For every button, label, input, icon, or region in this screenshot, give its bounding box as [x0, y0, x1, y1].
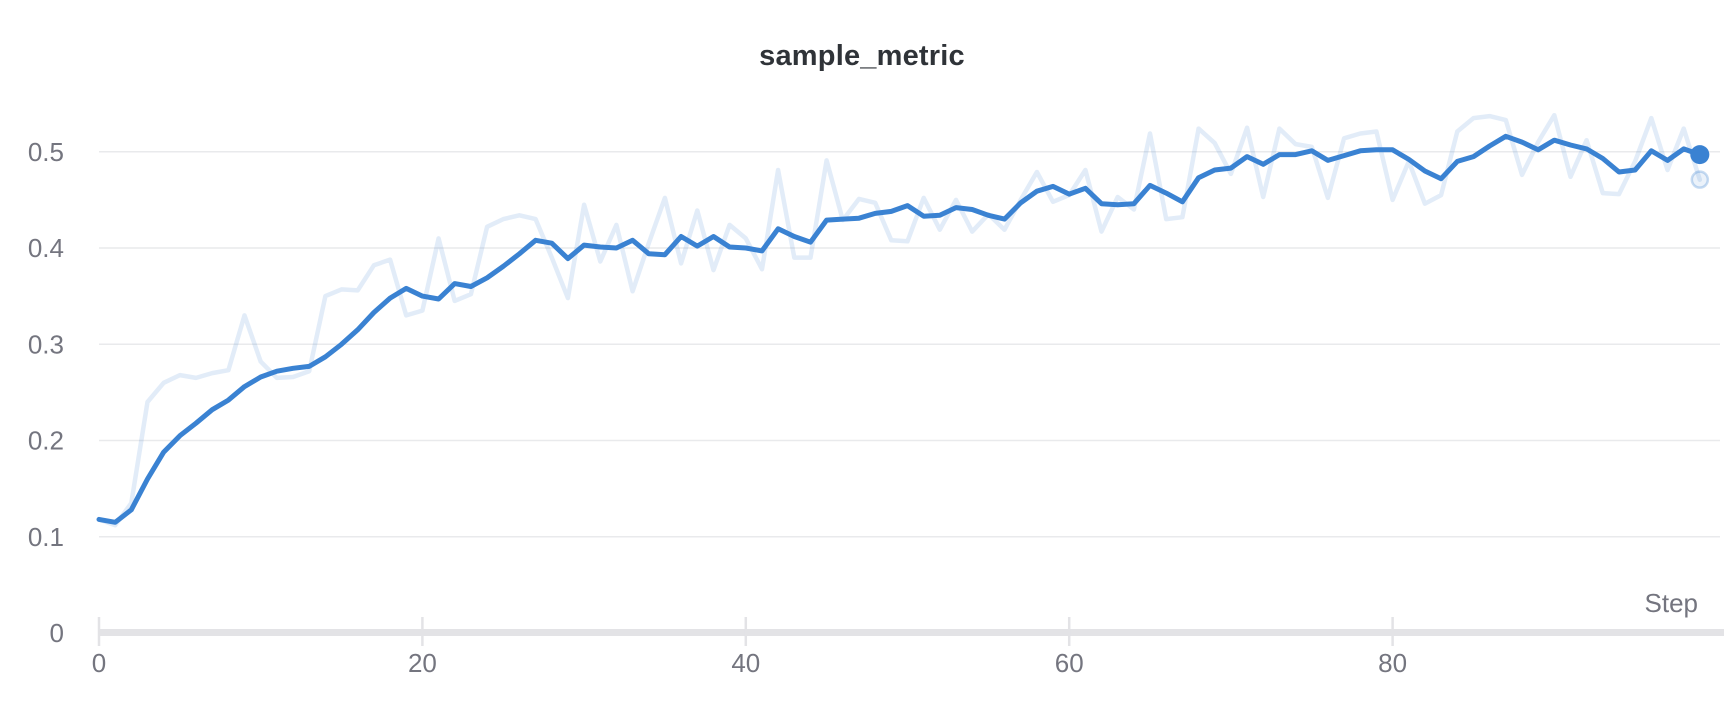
smoothed-series-endpoint-dot [1690, 145, 1710, 165]
y-tick-label: 0.2 [28, 426, 64, 456]
y-tick-label: 0.1 [28, 522, 64, 552]
x-axis-bar [99, 629, 1724, 636]
chart-title: sample_metric [759, 40, 965, 72]
y-tick-label: 0 [50, 618, 64, 648]
y-tick-label: 0.5 [28, 137, 64, 167]
raw-series-endpoint-ring [1690, 170, 1710, 189]
x-tick-label: 20 [408, 648, 437, 678]
x-tick-label: 40 [731, 648, 760, 678]
smoothed-series-line [96, 133, 1703, 525]
x-tick-label: 80 [1378, 648, 1407, 678]
x-axis-label: Step [1644, 588, 1699, 618]
x-tick-label: 60 [1055, 648, 1084, 678]
x-tick-label: 0 [92, 648, 106, 678]
y-tick-label: 0.4 [28, 233, 64, 263]
y-tick-label: 0.3 [28, 329, 64, 359]
raw-series-line [96, 112, 1703, 528]
